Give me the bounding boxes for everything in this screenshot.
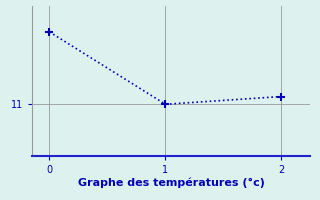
X-axis label: Graphe des températures (°c): Graphe des températures (°c) — [78, 178, 265, 188]
